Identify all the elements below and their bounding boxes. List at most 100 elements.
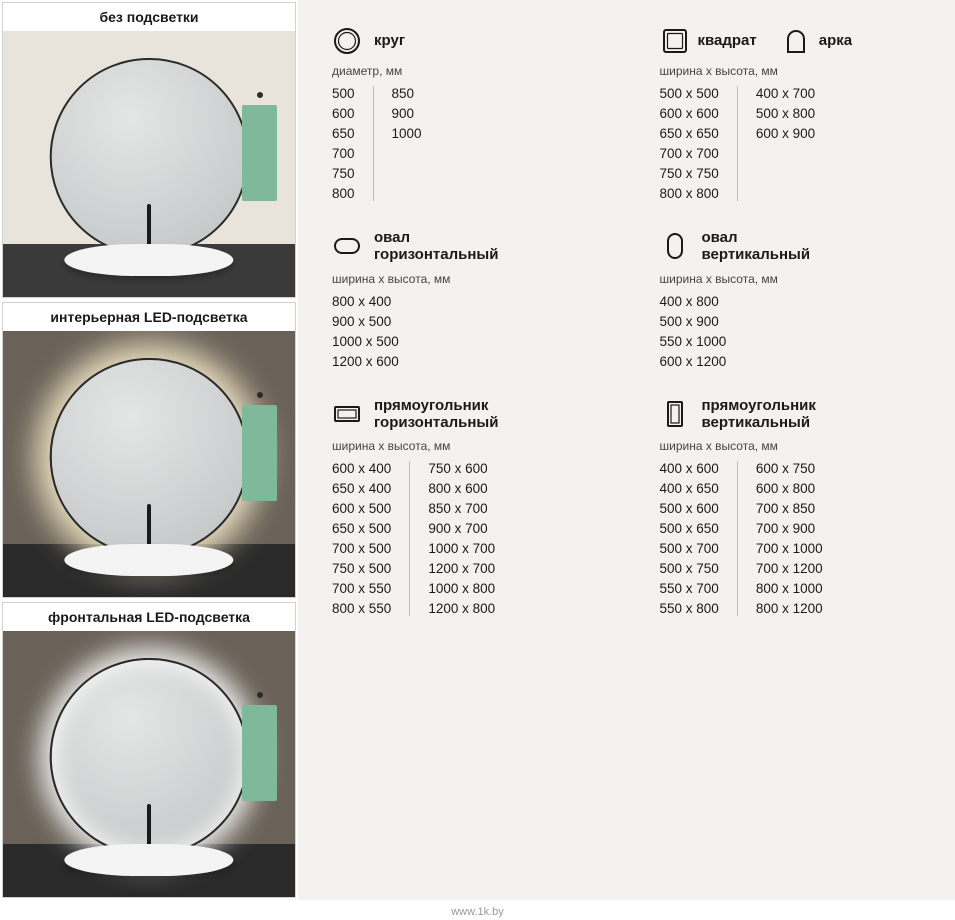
size-value: 1200 x 600 [332, 354, 399, 369]
shape-circle: круг диаметр, мм 500 600 650 700 750 800… [332, 26, 600, 201]
shape-row: прямоугольникгоризонтальный ширина х выс… [332, 397, 927, 617]
size-value: 800 x 600 [428, 481, 495, 496]
rect-vertical-icon [660, 399, 690, 429]
size-value: 800 x 800 [660, 186, 719, 201]
size-value: 850 x 700 [428, 501, 495, 516]
size-col: 500 x 500 600 x 600 650 x 650 700 x 700 … [660, 86, 737, 201]
size-value: 500 x 500 [660, 86, 719, 101]
faucet [147, 804, 151, 847]
size-value: 800 x 1200 [756, 601, 823, 616]
size-value: 850 [392, 86, 422, 101]
size-value: 600 x 800 [756, 481, 823, 496]
size-value: 400 x 650 [660, 481, 719, 496]
rect-horizontal-icon [332, 399, 362, 429]
size-value: 550 x 800 [660, 601, 719, 616]
shape-title: овалвертикальный [702, 229, 811, 264]
size-value: 1000 [392, 126, 422, 141]
size-columns: 500 x 500 600 x 600 650 x 650 700 x 700 … [660, 86, 928, 201]
towel-hook [257, 692, 263, 698]
size-value: 700 x 550 [332, 581, 391, 596]
shape-oval-h: овалгоризонтальный ширина х высота, мм 8… [332, 229, 600, 369]
size-value: 400 x 600 [660, 461, 719, 476]
shape-subtitle: ширина х высота, мм [660, 272, 928, 286]
arch-header: арка [781, 26, 852, 56]
size-value: 800 x 550 [332, 601, 391, 616]
shape-title: овалгоризонтальный [374, 229, 498, 264]
size-col: 600 x 750 600 x 800 700 x 850 700 x 900 … [737, 461, 841, 616]
sizes-panel: круг диаметр, мм 500 600 650 700 750 800… [298, 0, 955, 900]
shape-header: прямоугольниквертикальный [660, 397, 928, 432]
square-icon [660, 26, 690, 56]
sink [64, 244, 233, 276]
size-value: 700 x 1000 [756, 541, 823, 556]
size-value: 700 x 500 [332, 541, 391, 556]
towel-hook [257, 92, 263, 98]
faucet [147, 204, 151, 247]
size-value: 900 x 700 [428, 521, 495, 536]
size-columns: 800 x 400 900 x 500 1000 x 500 1200 x 60… [332, 294, 600, 369]
size-value: 600 x 1200 [660, 354, 727, 369]
size-value: 600 x 750 [756, 461, 823, 476]
size-value: 650 x 650 [660, 126, 719, 141]
size-value: 800 [332, 186, 355, 201]
size-value: 700 x 900 [756, 521, 823, 536]
shape-header: круг [332, 26, 600, 56]
shape-title: арка [819, 32, 852, 49]
size-value: 750 x 500 [332, 561, 391, 576]
size-value: 550 x 700 [660, 581, 719, 596]
size-value: 700 x 1200 [756, 561, 823, 576]
size-value: 400 x 800 [660, 294, 727, 309]
size-value: 500 x 750 [660, 561, 719, 576]
size-columns: 600 x 400 650 x 400 600 x 500 650 x 500 … [332, 461, 600, 616]
circle-icon [332, 26, 362, 56]
size-value: 600 x 500 [332, 501, 391, 516]
size-value: 500 x 600 [660, 501, 719, 516]
size-value: 900 x 500 [332, 314, 399, 329]
size-value: 750 x 750 [660, 166, 719, 181]
size-value: 1200 x 800 [428, 601, 495, 616]
shape-header: прямоугольникгоризонтальный [332, 397, 600, 432]
shape-subtitle: ширина х высота, мм [660, 64, 928, 78]
size-col: 850 900 1000 [373, 86, 440, 201]
variant-scene [3, 631, 295, 897]
shape-row: овалгоризонтальный ширина х высота, мм 8… [332, 229, 927, 369]
variant-title: без подсветки [3, 3, 295, 31]
size-value: 900 [392, 106, 422, 121]
size-col: 500 600 650 700 750 800 [332, 86, 373, 201]
size-value: 500 [332, 86, 355, 101]
variant-scene [3, 31, 295, 297]
shape-title: прямоугольниквертикальный [702, 397, 816, 432]
size-value: 1000 x 800 [428, 581, 495, 596]
variant-card-interior-led: интерьерная LED-подсветка [2, 302, 296, 598]
size-value: 650 x 500 [332, 521, 391, 536]
size-value: 600 x 900 [756, 126, 815, 141]
size-value: 700 x 850 [756, 501, 823, 516]
size-value: 550 x 1000 [660, 334, 727, 349]
oval-vertical-icon [660, 231, 690, 261]
shape-title: квадрат [698, 32, 757, 49]
oval-horizontal-icon [332, 231, 362, 261]
size-columns: 500 600 650 700 750 800 850 900 1000 [332, 86, 600, 201]
shape-square-arch: квадрат арка ширина х высота, мм 500 x 5… [660, 26, 928, 201]
towel [242, 705, 277, 801]
main-container: без подсветки интерьерная LED-подсветка … [0, 0, 955, 900]
arch-icon [781, 26, 811, 56]
shape-header: овалвертикальный [660, 229, 928, 264]
size-col: 400 x 600 400 x 650 500 x 600 500 x 650 … [660, 461, 737, 616]
footer-link: www.1k.by [451, 906, 504, 918]
variant-card-no-light: без подсветки [2, 2, 296, 298]
size-value: 500 x 700 [660, 541, 719, 556]
size-value: 500 x 800 [756, 106, 815, 121]
size-col: 750 x 600 800 x 600 850 x 700 900 x 700 … [409, 461, 513, 616]
size-value: 650 x 400 [332, 481, 391, 496]
shape-subtitle: ширина х высота, мм [332, 272, 600, 286]
size-value: 1200 x 700 [428, 561, 495, 576]
sink [64, 544, 233, 576]
size-value: 1000 x 700 [428, 541, 495, 556]
sink [64, 844, 233, 876]
shape-header: овалгоризонтальный [332, 229, 600, 264]
size-value: 1000 x 500 [332, 334, 399, 349]
size-value: 700 x 700 [660, 146, 719, 161]
variant-scene [3, 331, 295, 597]
size-value: 800 x 400 [332, 294, 399, 309]
